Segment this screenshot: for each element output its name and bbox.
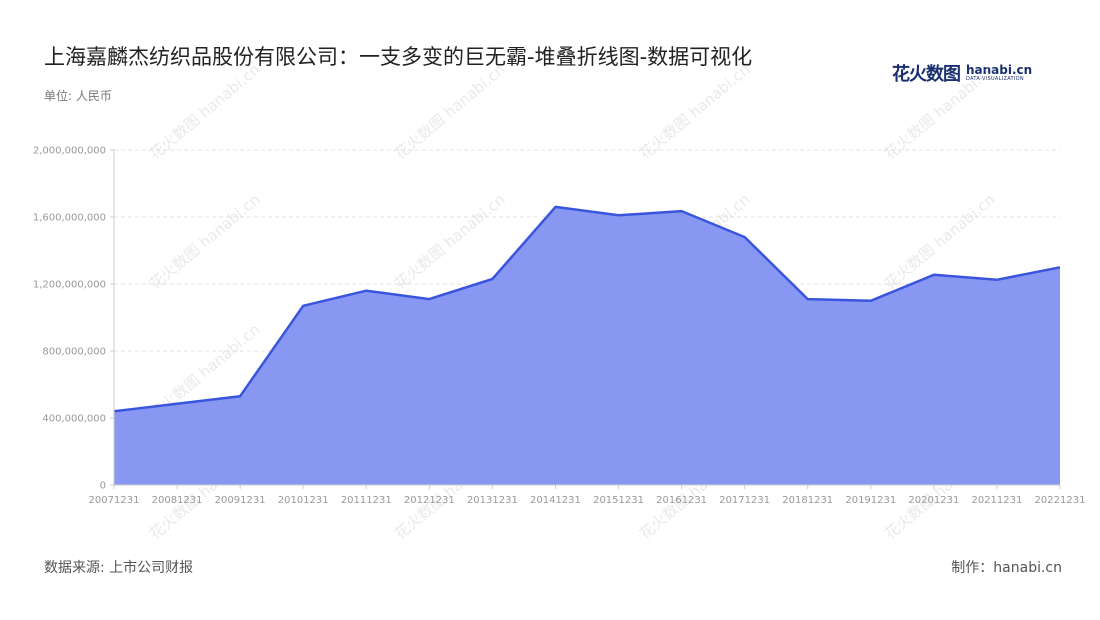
- logo-main-text: 花火数图: [892, 64, 961, 85]
- y-tick-label: 0: [100, 481, 106, 492]
- watermark-text: 花火数图 hanabi.cn: [636, 60, 754, 163]
- brand-logo: 花火数图 hanabi.cn DATA VISUALIZATION: [892, 60, 1032, 86]
- unit-label: 单位: 人民币: [44, 89, 112, 103]
- logo-sub-text: DATA VISUALIZATION: [966, 76, 1024, 82]
- x-tick-label: 20101231: [278, 495, 329, 506]
- x-tick-label: 20151231: [593, 495, 644, 506]
- axes-layer: [110, 149, 1061, 489]
- x-tick-label: 20071231: [89, 495, 140, 506]
- x-tick-label: 20141231: [530, 495, 581, 506]
- chart-title: 上海嘉麟杰纺织品股份有限公司：一支多变的巨无霸-堆叠折线图-数据可视化: [44, 45, 753, 69]
- series-area: [114, 206, 1060, 485]
- y-tick-label: 800,000,000: [42, 347, 106, 358]
- watermark-text: 花火数图 hanabi.cn: [391, 60, 509, 163]
- credit: 制作：hanabi.cn: [951, 560, 1062, 576]
- x-tick-labels: 20071231 20081231 20091231 20101231 20111231…: [89, 495, 1086, 506]
- x-tick-label: 20121231: [404, 495, 455, 506]
- y-tick-label: 400,000,000: [42, 414, 106, 425]
- y-tick-label: 2,000,000,000: [33, 146, 106, 157]
- x-tick-label: 20161231: [656, 495, 707, 506]
- x-tick-label: 20091231: [215, 495, 266, 506]
- x-tick-label: 20081231: [152, 495, 203, 506]
- y-tick-label: 1,200,000,000: [33, 280, 106, 291]
- x-tick-label: 20191231: [845, 495, 896, 506]
- x-tick-label: 20111231: [341, 495, 392, 506]
- y-tick-labels: 0 400,000,000 800,000,000 1,200,000,000 1,60…: [33, 146, 106, 492]
- watermark-text: 花火数图 hanabi.cn: [881, 60, 999, 163]
- x-tick-label: 20181231: [782, 495, 833, 506]
- series-layer: [113, 205, 1061, 485]
- logo-en-text: hanabi.cn: [966, 63, 1033, 77]
- y-tick-label: 1,600,000,000: [33, 213, 106, 224]
- x-tick-label: 20211231: [971, 495, 1022, 506]
- x-tick-label: 20171231: [719, 495, 770, 506]
- x-tick-label: 20131231: [467, 495, 518, 506]
- x-tick-label: 20201231: [908, 495, 959, 506]
- series-line: [113, 205, 1061, 413]
- data-source: 数据来源: 上市公司财报: [44, 560, 194, 576]
- x-tick-label: 20221231: [1035, 495, 1086, 506]
- logo-side: hanabi.cn DATA VISUALIZATION: [966, 64, 1032, 82]
- watermark-text: 花火数图 hanabi.cn: [146, 190, 264, 293]
- watermark-text: 花火数图 hanabi.cn: [391, 190, 509, 293]
- watermark-text: 花火数图 hanabi.cn: [146, 60, 264, 163]
